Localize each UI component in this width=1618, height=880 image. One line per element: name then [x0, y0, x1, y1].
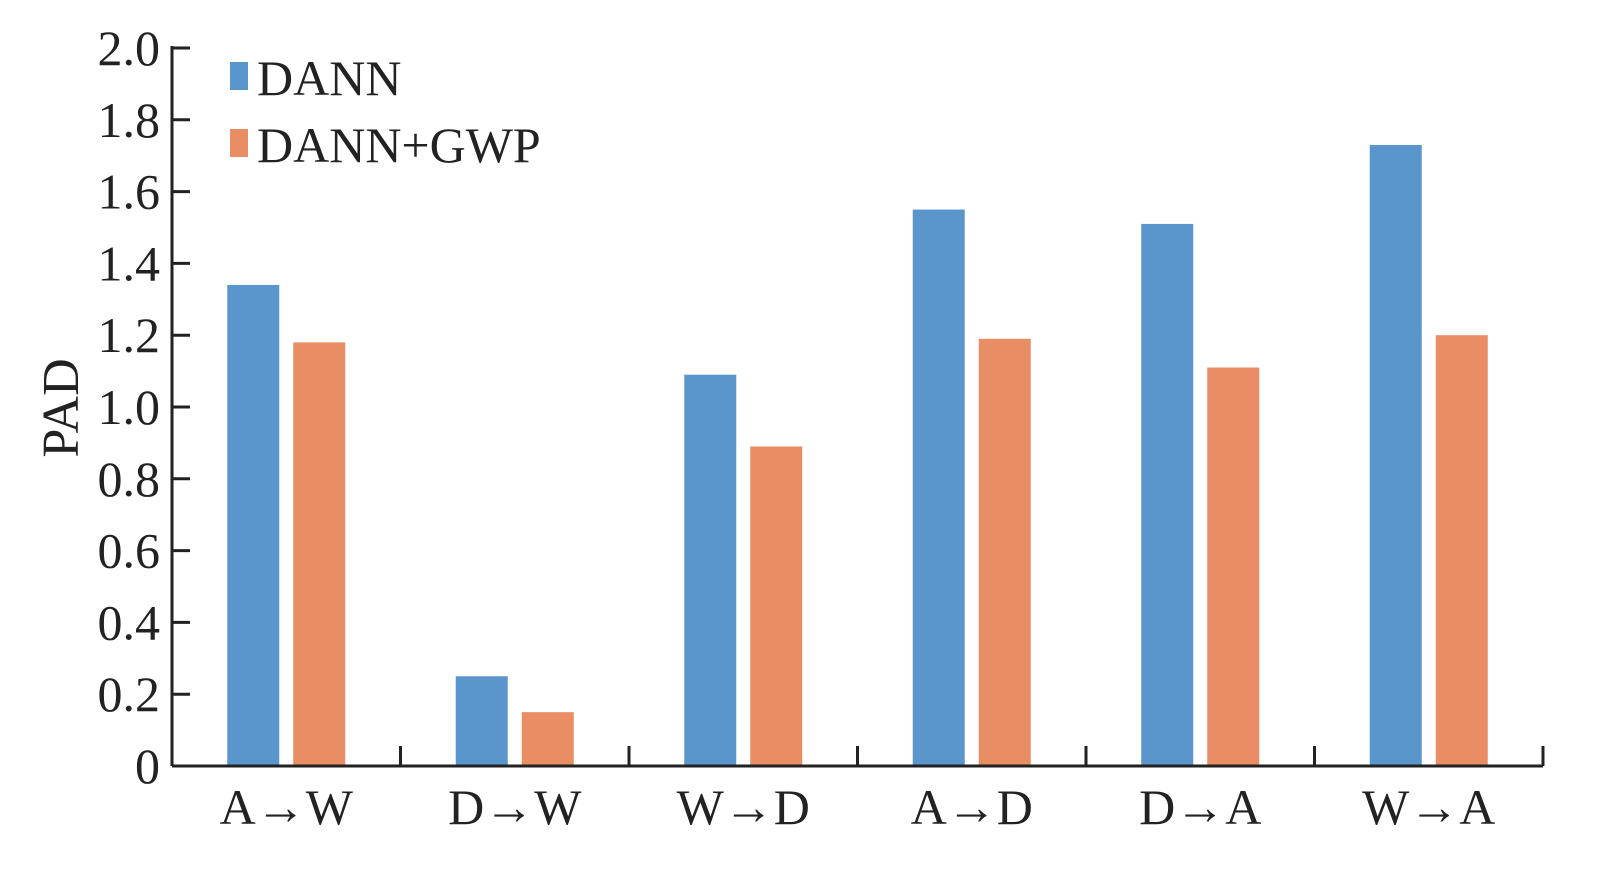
y-tick-label: 0.8 — [98, 451, 161, 507]
y-tick-label: 1.4 — [98, 235, 161, 291]
bar-dann — [1141, 223, 1194, 766]
y-tick-label: 0.2 — [98, 666, 161, 722]
bar-dann — [455, 676, 508, 766]
x-category-label: W→A — [1362, 779, 1495, 835]
x-category-label: D→W — [448, 779, 582, 835]
bar-dann — [1369, 144, 1422, 766]
bar-dann — [227, 284, 280, 766]
x-category-label: W→D — [677, 779, 810, 835]
y-tick-label: 1.0 — [98, 379, 161, 435]
x-category-label: A→D — [911, 779, 1033, 835]
y-tick-label: 0.4 — [98, 594, 161, 650]
x-category-label: D→A — [1139, 779, 1261, 835]
x-category-label: A→W — [220, 779, 354, 835]
bar-dann-gwp — [293, 342, 346, 766]
axes-layer: 0 0.2 0.4 0.6 0.8 1.0 1.2 1.4 1.6 1.8 2.0 A→W D→W W→D… — [98, 20, 1545, 835]
y-tick-label: 1.8 — [98, 92, 161, 148]
bars-layer — [227, 144, 1488, 767]
y-tick-label: 0 — [135, 738, 160, 794]
y-tick-label: 0.6 — [98, 523, 161, 579]
legend-label: DANN+GWP — [257, 117, 541, 173]
y-tick-label: 2.0 — [98, 20, 161, 76]
bar-dann-gwp — [978, 338, 1031, 766]
legend-label: DANN — [257, 50, 401, 106]
bar-dann-gwp — [1207, 367, 1260, 766]
bar-dann-gwp — [750, 446, 803, 766]
legend-swatch — [230, 62, 248, 90]
bar-dann-gwp — [1435, 335, 1488, 766]
y-tick-label: 1.2 — [98, 307, 161, 363]
bar-dann — [912, 209, 965, 767]
bar-dann-gwp — [521, 712, 574, 766]
y-tick-label: 1.6 — [98, 164, 161, 220]
legend: DANN DANN+GWP — [230, 50, 541, 173]
legend-swatch — [230, 129, 248, 157]
y-axis-title: PAD — [33, 358, 90, 457]
bar-dann — [684, 374, 737, 766]
